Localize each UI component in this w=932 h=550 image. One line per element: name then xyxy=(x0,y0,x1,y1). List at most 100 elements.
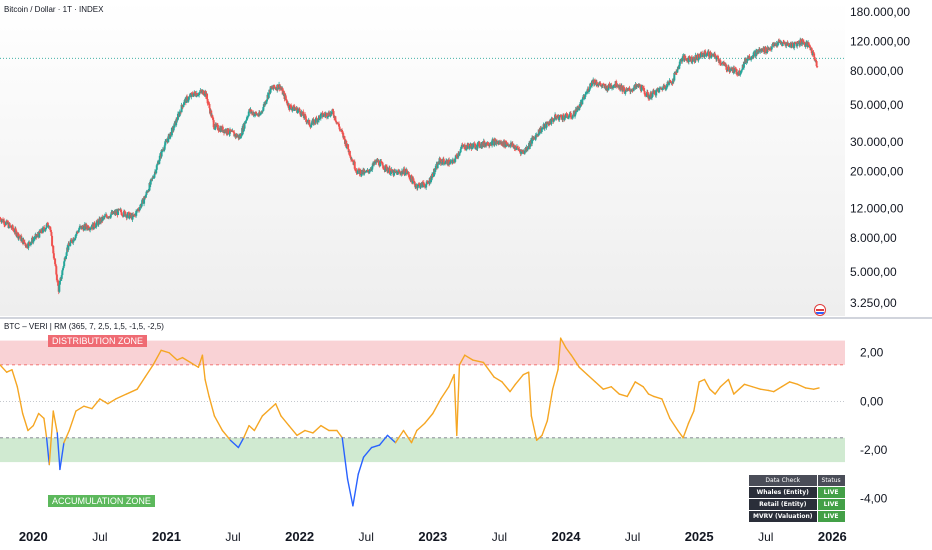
candle-body xyxy=(434,165,437,170)
candle-body xyxy=(670,82,673,84)
candle-body xyxy=(77,229,80,233)
candle-body xyxy=(769,48,772,49)
table-row: Retail (Entity) LIVE xyxy=(748,498,846,511)
candle-body xyxy=(331,109,334,112)
price-candle xyxy=(693,57,696,64)
price-candle xyxy=(150,178,153,182)
candle-body xyxy=(568,116,571,118)
price-axis[interactable]: 180.000,00 120.000,00 80.000,00 50.000,00 30… xyxy=(850,5,910,310)
price-pane[interactable] xyxy=(0,37,845,295)
price-candle xyxy=(262,102,265,110)
candle-body xyxy=(585,93,588,95)
candle-body xyxy=(575,109,578,112)
price-candle xyxy=(67,241,70,252)
price-candle xyxy=(713,52,716,59)
candle-body xyxy=(109,214,112,218)
candle-body xyxy=(374,161,377,164)
candle-body xyxy=(0,218,2,221)
candle-body xyxy=(635,85,638,87)
price-candle xyxy=(194,91,197,97)
candle-body xyxy=(589,83,592,89)
price-candle xyxy=(359,168,362,177)
price-candle xyxy=(342,131,345,140)
table-row: Whales (Entity) LIVE xyxy=(748,486,846,499)
price-candle xyxy=(719,58,722,66)
price-candle xyxy=(405,168,408,176)
candle-body xyxy=(109,217,112,218)
candle-body xyxy=(406,172,409,174)
price-candle xyxy=(714,54,717,59)
candle-body xyxy=(812,51,815,54)
candle-body xyxy=(75,231,78,234)
price-candle xyxy=(610,82,613,89)
price-candle xyxy=(681,54,684,62)
candle-body xyxy=(112,212,115,214)
candle-body xyxy=(628,87,631,90)
candle-body xyxy=(681,56,684,60)
candle-body xyxy=(643,88,646,92)
oscillator-segment xyxy=(661,398,671,420)
price-candle xyxy=(388,165,391,175)
price-candle xyxy=(123,209,126,217)
price-candle xyxy=(27,241,30,251)
candle-body xyxy=(439,158,442,160)
candle-body xyxy=(70,239,73,241)
price-candle xyxy=(778,38,781,42)
candle-body xyxy=(799,39,802,45)
candle-body xyxy=(330,111,333,115)
candle-body xyxy=(8,223,11,229)
oscillator-segment xyxy=(565,347,573,356)
candle-body xyxy=(232,130,235,132)
candle-body xyxy=(95,220,98,224)
oscillator-segment xyxy=(83,405,93,410)
candle-body xyxy=(117,209,120,216)
price-candle xyxy=(353,159,356,171)
oscillator-segment xyxy=(541,420,549,437)
indicator-title[interactable]: BTC – VERI | RM (365, 7, 2,5, 1,5, -1,5,… xyxy=(4,322,164,331)
price-candle xyxy=(245,119,248,124)
candle-body xyxy=(755,50,758,57)
candle-body xyxy=(37,234,40,236)
time-tick-label: 2025 xyxy=(685,529,714,544)
candle-body xyxy=(313,119,316,123)
oscillator-segment xyxy=(144,364,154,378)
price-candle xyxy=(182,102,185,108)
candle-body xyxy=(717,57,720,62)
candle-body xyxy=(356,170,359,174)
oscillator-segment xyxy=(535,434,543,441)
candle-body xyxy=(777,40,780,44)
oscillator-segment xyxy=(773,386,783,393)
time-axis[interactable]: 2020 Jul 2021 Jul 2022 Jul 2023 Jul 2024 Jul 2025 J… xyxy=(19,529,847,544)
candle-body xyxy=(304,114,307,116)
candle-body xyxy=(265,99,268,102)
symbol-title[interactable]: Bitcoin / Dollar · 1T · INDEX xyxy=(4,5,104,14)
candle-body xyxy=(73,239,76,241)
price-candle xyxy=(183,99,186,106)
candle-body xyxy=(348,150,351,156)
candle-body xyxy=(410,175,413,180)
candle-body xyxy=(598,83,601,85)
price-candle xyxy=(235,133,238,138)
candle-body xyxy=(293,105,296,111)
candle-body xyxy=(152,177,155,179)
candle-body xyxy=(137,209,140,210)
candle-body xyxy=(711,54,714,56)
candle-body xyxy=(74,238,77,240)
candle-body xyxy=(206,99,209,104)
candle-body xyxy=(599,83,602,85)
price-candle xyxy=(769,46,772,52)
candle-body xyxy=(45,227,48,230)
indicator-axis[interactable]: 2,00 0,00 -2,00 -4,00 xyxy=(860,346,888,506)
candle-body xyxy=(430,176,433,181)
candle-body xyxy=(425,184,428,188)
candle-body xyxy=(284,95,287,99)
price-candle xyxy=(69,238,72,244)
candle-body xyxy=(288,104,291,110)
oscillator-segment xyxy=(357,456,365,475)
candle-body xyxy=(512,146,515,147)
price-candle xyxy=(668,78,671,86)
oscillator-segment xyxy=(602,386,612,390)
us-flag-icon[interactable] xyxy=(814,304,826,316)
candle-body xyxy=(710,56,713,58)
